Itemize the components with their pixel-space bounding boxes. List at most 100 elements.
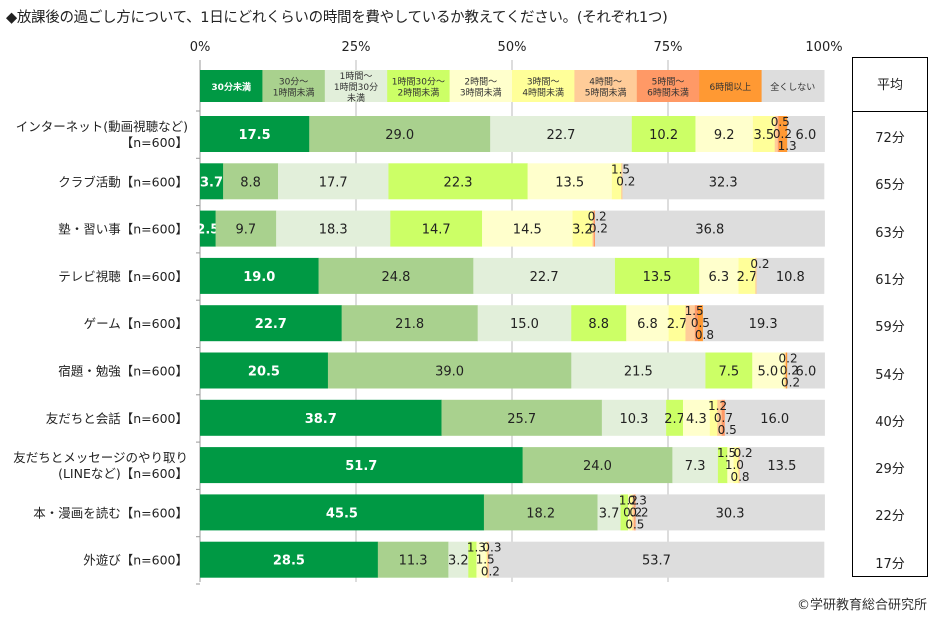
- legend-label: 6時間以上: [710, 82, 752, 93]
- bar-segment: [200, 352, 329, 389]
- data-label-small: 0.3: [482, 541, 501, 555]
- data-label: 16.0: [760, 412, 789, 427]
- chart-title: ◆放課後の過ごし方について、1日にどれくらいの時間を費やしているか教えてください…: [6, 10, 668, 26]
- data-label-small: 0.2: [623, 505, 642, 519]
- data-label-small: 1.5: [611, 162, 630, 176]
- bar-segment: [705, 352, 753, 389]
- data-label: 21.8: [395, 317, 424, 332]
- data-label: 11.3: [399, 554, 428, 569]
- bar-segment: [738, 257, 756, 294]
- bar-segment: [309, 116, 491, 152]
- data-label: 3.7: [599, 506, 620, 521]
- data-label-small: 0.2: [780, 364, 799, 378]
- data-label-small: 1.3: [467, 541, 486, 555]
- data-label: 18.3: [319, 223, 348, 238]
- data-label: 24.8: [381, 270, 410, 285]
- bar-segment: [215, 210, 277, 247]
- bar-segment: [620, 494, 629, 531]
- average-value: 61分: [875, 272, 905, 288]
- bar-segment: [571, 352, 706, 389]
- data-label: 2.7: [664, 412, 685, 427]
- average-value: 54分: [875, 367, 905, 383]
- legend-swatch: [449, 70, 513, 102]
- data-label: 22.3: [444, 175, 473, 190]
- legend-label: 1時間～ 1時間30分未満: [334, 71, 378, 104]
- bar-segment: [739, 447, 825, 484]
- bar-segment: [327, 352, 572, 389]
- data-label: 2.7: [667, 317, 688, 332]
- data-label: 5.0: [757, 365, 778, 380]
- bar-segment: [629, 494, 633, 531]
- bar-segment: [278, 163, 389, 200]
- average-header: 平均: [876, 78, 903, 93]
- bar-segment: [597, 494, 621, 531]
- x-tick-label: 100%: [805, 40, 842, 55]
- category-label: テレビ視聴【n=600】: [58, 269, 188, 284]
- data-label: 32.3: [709, 175, 738, 190]
- bar-segment: [487, 541, 490, 578]
- average-value: 40分: [875, 414, 905, 430]
- data-label-small: 0.2: [779, 352, 798, 366]
- category-label: 友だちとメッセージのやり取り(LINEなど)【n=600】: [13, 450, 188, 481]
- data-label: 10.8: [776, 270, 805, 285]
- bar-segment: [779, 116, 788, 152]
- bar-segment: [473, 257, 616, 294]
- category-label: 宿題・勉強【n=600】: [58, 364, 188, 379]
- data-label: 29.0: [385, 128, 414, 143]
- data-label: 14.5: [513, 223, 542, 238]
- data-label: 4.3: [686, 412, 707, 427]
- bar-segment: [787, 116, 825, 152]
- data-label: 19.0: [243, 270, 275, 285]
- data-label: 17.5: [239, 128, 271, 143]
- legend-label: 3時間～ 4時間未満: [522, 77, 564, 99]
- data-label: 7.3: [685, 459, 706, 474]
- data-label-small: 0.5: [691, 316, 710, 330]
- data-label: 22.7: [547, 128, 576, 143]
- data-label-small: 1.5: [685, 304, 704, 318]
- data-label-small: 0.2: [629, 505, 648, 519]
- bar-segment: [223, 163, 279, 200]
- bar-segment: [527, 163, 613, 200]
- x-tick-label: 0%: [190, 40, 211, 55]
- average-value: 17分: [875, 556, 905, 572]
- bar-segment: [721, 399, 726, 436]
- data-label: 13.5: [555, 175, 584, 190]
- category-label: ゲーム【n=600】: [84, 316, 188, 331]
- bar-segment: [784, 352, 787, 389]
- x-tick-label: 25%: [342, 40, 371, 55]
- legend-swatch: [262, 70, 326, 102]
- bar-segment: [733, 447, 739, 484]
- data-label: 8.8: [588, 317, 609, 332]
- legend-label: 4時間～ 5時間未満: [585, 77, 627, 99]
- average-value: 72分: [875, 131, 905, 146]
- average-divider: [853, 111, 927, 112]
- bar-segment: [709, 399, 718, 436]
- data-label: 15.0: [510, 317, 539, 332]
- bar-segment: [448, 541, 469, 578]
- bar-segment: [774, 116, 779, 152]
- bar-segment: [697, 305, 704, 342]
- bar-segment: [621, 163, 623, 200]
- bar-segment: [200, 541, 379, 578]
- bar-segment: [622, 163, 825, 200]
- bar-segment: [668, 305, 686, 342]
- bar-segment: [200, 163, 224, 200]
- category-label: クラブ活動【n=600】: [58, 174, 188, 189]
- bar-segment: [592, 210, 595, 247]
- bar-segment: [200, 257, 319, 294]
- bar-segment: [694, 305, 699, 342]
- bar-segment: [572, 210, 593, 247]
- data-label: 38.7: [305, 412, 337, 427]
- data-label-small: 1.2: [708, 399, 727, 413]
- bar-segment: [632, 494, 635, 531]
- bar-segment: [468, 541, 477, 578]
- data-label: 45.5: [326, 506, 358, 521]
- category-label: 友だちと会話【n=600】: [46, 411, 188, 426]
- data-label: 3.2: [572, 223, 593, 238]
- bar-segment: [699, 257, 739, 294]
- bar-segment: [200, 399, 442, 436]
- bar-segment: [738, 447, 741, 484]
- data-label-small: 0.3: [628, 493, 647, 507]
- legend-swatch: [574, 70, 638, 102]
